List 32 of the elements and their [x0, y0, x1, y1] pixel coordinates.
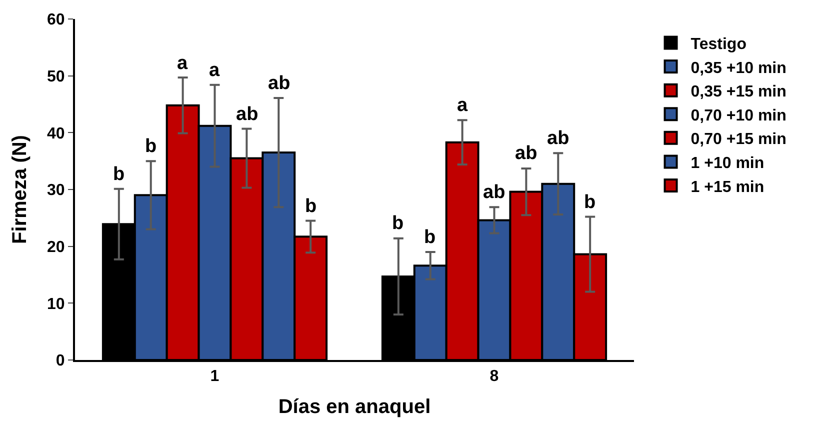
legend-label: Testigo: [690, 36, 747, 53]
data-label: b: [424, 227, 436, 248]
x-tick-label: 1: [210, 368, 220, 386]
y-tick-label: 0: [56, 352, 65, 370]
data-label: b: [392, 213, 404, 234]
data-label: a: [177, 53, 188, 74]
data-label: ab: [483, 182, 506, 203]
legend-label: 0,35 +15 min: [690, 84, 786, 101]
data-label: b: [145, 136, 157, 157]
y-tick-label: 40: [47, 125, 65, 142]
data-label: ab: [547, 128, 570, 149]
y-axis-title: Firmeza (N): [9, 135, 32, 244]
data-label: ab: [515, 143, 538, 164]
data-label: b: [305, 196, 317, 217]
data-label: b: [113, 164, 125, 185]
data-label: ab: [268, 73, 290, 94]
y-tick-label: 50: [47, 68, 65, 86]
data-label: a: [209, 60, 220, 81]
x-tick-label: 8: [490, 368, 499, 386]
legend-label: 1 +10 min: [690, 154, 764, 172]
y-tick-label: 10: [47, 296, 65, 313]
legend-label: 0,70 +10 min: [690, 107, 786, 124]
data-label: b: [584, 192, 596, 213]
y-tick-label: 20: [47, 238, 65, 256]
data-label: ab: [236, 104, 258, 125]
y-tick-label: 30: [47, 182, 65, 200]
legend-label: 0,35 +10 min: [690, 60, 786, 77]
legend-label: 0,70 +15 min: [690, 131, 786, 148]
data-label: a: [457, 95, 468, 116]
y-tick-label: 60: [47, 12, 65, 29]
x-axis-title: Días en anaquel: [278, 396, 431, 418]
legend-label: 1 +15 min: [690, 178, 764, 196]
